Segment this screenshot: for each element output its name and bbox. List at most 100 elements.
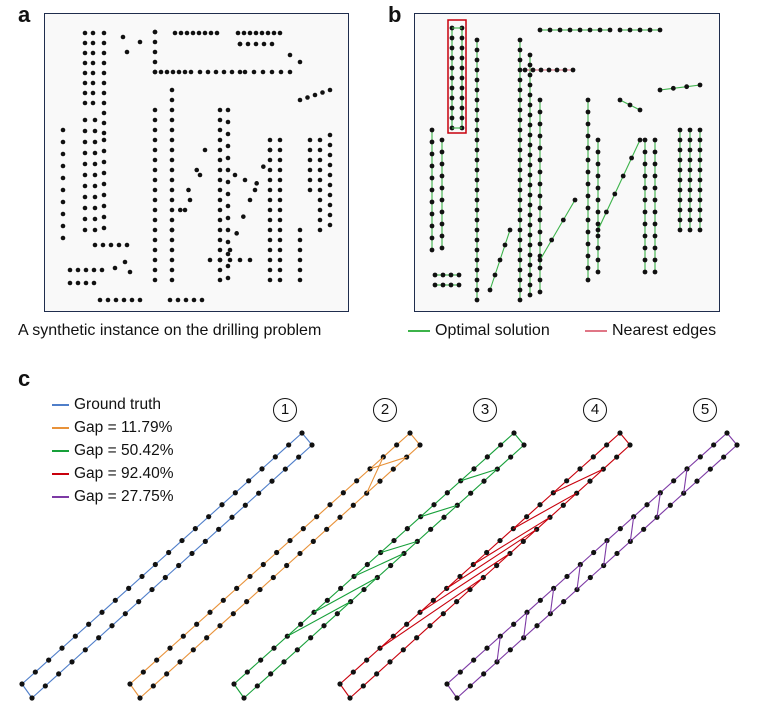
tour-node xyxy=(374,671,380,677)
tour-node xyxy=(474,47,480,53)
tour-edge xyxy=(366,552,382,565)
tour-node xyxy=(474,157,480,163)
tour-edge xyxy=(446,671,461,685)
drill-point xyxy=(101,148,107,154)
drill-point xyxy=(277,267,283,273)
tour-node xyxy=(524,514,530,520)
drill-point xyxy=(175,297,181,303)
tour-node xyxy=(560,502,566,508)
tour-node xyxy=(517,67,523,73)
tour-edge xyxy=(339,683,351,699)
tour-node xyxy=(439,209,445,215)
tour-node xyxy=(314,514,320,520)
drill-point xyxy=(82,90,88,96)
tour-edge xyxy=(182,623,198,637)
tour-node xyxy=(620,173,626,179)
tour-edge xyxy=(288,432,303,446)
tour-node xyxy=(474,257,480,263)
tour-edge xyxy=(286,553,301,566)
tour-node xyxy=(449,65,455,71)
tour-edge xyxy=(579,552,595,565)
tour-node xyxy=(467,586,473,593)
drill-point xyxy=(217,127,223,133)
tour-node xyxy=(387,659,393,665)
legend-swatch-ground-truth xyxy=(52,404,69,406)
tour-node xyxy=(697,197,703,203)
tour-node xyxy=(244,599,250,605)
tour-node xyxy=(508,454,514,460)
tour-node xyxy=(136,599,142,605)
tour-node xyxy=(449,75,455,81)
tour-node xyxy=(627,442,633,448)
tour-node xyxy=(677,137,683,143)
tour-node xyxy=(206,514,212,520)
drill-point xyxy=(92,172,98,178)
tour-node xyxy=(697,167,703,173)
legend-gap-2: Gap = 50.42% xyxy=(52,442,174,460)
drill-point xyxy=(101,50,107,56)
tour-edge xyxy=(603,553,618,566)
drill-point xyxy=(92,161,98,167)
tour-edge xyxy=(181,528,196,541)
tour-node xyxy=(474,107,480,113)
tour-edge xyxy=(208,504,223,518)
tour-node xyxy=(527,72,533,78)
tour-node xyxy=(517,157,523,163)
tour-node xyxy=(600,466,606,472)
tour-edge xyxy=(379,577,484,649)
drill-point xyxy=(327,87,333,93)
tour-edge xyxy=(456,685,471,699)
drill-point xyxy=(152,237,158,243)
drill-point xyxy=(152,267,158,273)
tour-node xyxy=(652,233,658,239)
tour-edge xyxy=(196,611,211,625)
drill-point xyxy=(267,227,273,233)
drill-point xyxy=(101,70,107,76)
tour-edge xyxy=(248,468,263,482)
tour-node xyxy=(637,27,643,33)
drill-point xyxy=(217,277,223,283)
tour-node xyxy=(697,177,703,183)
tour-node xyxy=(207,609,213,615)
tour-node xyxy=(492,272,498,278)
tour-node xyxy=(537,145,543,151)
tour-node xyxy=(554,67,560,73)
tour-node xyxy=(166,549,172,556)
tour-node xyxy=(232,490,238,496)
drill-point xyxy=(101,80,107,86)
tour-gap-1 xyxy=(127,430,423,701)
drill-point xyxy=(158,69,164,75)
tour-node xyxy=(257,586,263,593)
drill-point xyxy=(152,207,158,213)
tour-node xyxy=(417,442,423,448)
tour-node xyxy=(474,117,480,123)
tour-edge xyxy=(469,673,485,687)
tour-node xyxy=(474,97,480,103)
drill-point xyxy=(170,69,176,75)
tour-edge xyxy=(48,647,63,661)
drill-point xyxy=(101,40,107,46)
tour-edge xyxy=(326,516,341,530)
tour-node xyxy=(269,478,275,484)
tour-node xyxy=(324,597,330,603)
drill-point xyxy=(225,251,231,257)
tour-edge xyxy=(416,528,432,542)
tour-node xyxy=(538,67,544,73)
tour-node xyxy=(474,267,480,273)
drill-point xyxy=(267,137,273,143)
drill-point xyxy=(217,247,223,253)
tour-node xyxy=(629,155,634,161)
drill-point xyxy=(277,247,283,253)
tour-node xyxy=(474,237,480,243)
drill-point xyxy=(90,90,96,96)
tour-edge xyxy=(683,468,688,494)
tour-edge xyxy=(553,468,604,494)
drill-point xyxy=(251,69,257,75)
drill-point xyxy=(327,212,333,218)
tour-node xyxy=(697,217,703,223)
drill-point xyxy=(152,39,158,45)
tour-node xyxy=(642,173,648,179)
tour-edge xyxy=(243,685,258,699)
tour-node xyxy=(441,514,447,520)
drill-point xyxy=(152,147,158,153)
